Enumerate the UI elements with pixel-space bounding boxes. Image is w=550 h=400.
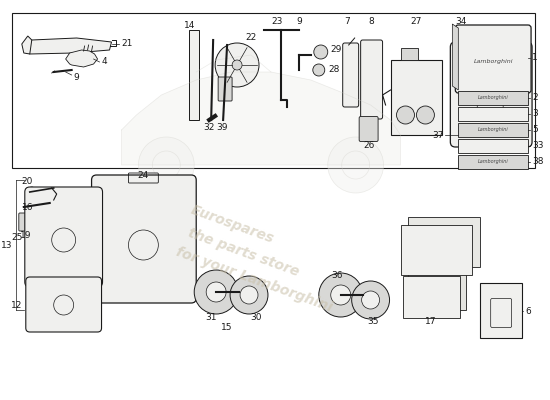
Bar [390, 60, 442, 135]
Text: 34: 34 [455, 18, 467, 26]
Text: 26: 26 [363, 140, 375, 150]
Text: 16: 16 [22, 204, 34, 212]
FancyBboxPatch shape [455, 25, 531, 93]
Text: 13: 13 [1, 240, 13, 250]
Text: 6: 6 [525, 306, 531, 316]
Bar [458, 91, 528, 105]
Bar [458, 139, 528, 153]
Polygon shape [22, 36, 32, 54]
Text: 5: 5 [532, 126, 538, 134]
Text: 14: 14 [184, 20, 195, 30]
FancyBboxPatch shape [480, 283, 522, 338]
Polygon shape [452, 24, 458, 90]
Text: 39: 39 [216, 124, 228, 132]
Bar [400, 48, 419, 60]
Text: 38: 38 [532, 158, 543, 166]
Text: 12: 12 [11, 300, 23, 310]
Circle shape [232, 60, 242, 70]
FancyBboxPatch shape [26, 277, 102, 332]
Text: 37: 37 [432, 130, 443, 140]
Bar [458, 123, 528, 137]
Circle shape [28, 187, 36, 195]
Text: the parts store: the parts store [185, 225, 300, 279]
Text: 22: 22 [245, 34, 256, 42]
Text: 9: 9 [74, 72, 79, 82]
Text: Lamborghini: Lamborghini [474, 60, 513, 64]
Text: Lamborghini: Lamborghini [478, 96, 509, 100]
Circle shape [331, 285, 351, 305]
Text: 20: 20 [22, 178, 33, 186]
Circle shape [362, 291, 380, 309]
Text: 1: 1 [532, 54, 538, 62]
Circle shape [206, 282, 226, 302]
Text: 27: 27 [411, 18, 422, 26]
Circle shape [139, 137, 194, 193]
FancyBboxPatch shape [409, 268, 466, 310]
Circle shape [416, 106, 435, 124]
Text: 7: 7 [344, 18, 350, 26]
FancyBboxPatch shape [403, 276, 460, 318]
Text: 32: 32 [203, 124, 214, 132]
Text: 23: 23 [271, 18, 282, 26]
FancyBboxPatch shape [343, 43, 359, 107]
FancyBboxPatch shape [409, 217, 480, 267]
Text: 21: 21 [122, 40, 133, 48]
FancyBboxPatch shape [25, 187, 102, 287]
Circle shape [313, 64, 324, 76]
Text: Eurospares: Eurospares [189, 202, 276, 246]
Text: 3: 3 [532, 110, 538, 118]
Text: 19: 19 [20, 230, 31, 240]
Circle shape [44, 195, 60, 211]
Circle shape [351, 281, 389, 319]
Text: 17: 17 [425, 318, 436, 326]
Text: Lamborghini: Lamborghini [478, 128, 509, 132]
Circle shape [194, 270, 238, 314]
Text: 2: 2 [532, 94, 538, 102]
Text: 36: 36 [331, 270, 343, 280]
FancyBboxPatch shape [450, 42, 532, 147]
FancyBboxPatch shape [91, 175, 196, 303]
Circle shape [314, 45, 328, 59]
Text: 25: 25 [11, 232, 23, 242]
Text: 24: 24 [138, 170, 149, 180]
Circle shape [215, 43, 259, 87]
FancyBboxPatch shape [361, 40, 383, 119]
Circle shape [397, 106, 415, 124]
Polygon shape [122, 72, 400, 165]
Text: 28: 28 [329, 66, 340, 74]
Circle shape [319, 273, 362, 317]
Bar [458, 155, 528, 169]
Bar [458, 107, 528, 121]
Text: 29: 29 [331, 46, 342, 54]
FancyBboxPatch shape [218, 77, 232, 101]
Bar [12, 13, 535, 168]
Text: 15: 15 [221, 324, 233, 332]
Circle shape [230, 276, 268, 314]
Text: 8: 8 [368, 18, 375, 26]
Text: 4: 4 [102, 58, 107, 66]
Circle shape [328, 137, 383, 193]
Bar [189, 30, 199, 120]
Text: for your Lamborghini: for your Lamborghini [174, 245, 334, 315]
Polygon shape [65, 50, 97, 67]
FancyBboxPatch shape [400, 225, 472, 275]
Text: 33: 33 [532, 142, 543, 150]
Text: 35: 35 [367, 318, 378, 326]
Text: 9: 9 [297, 18, 302, 26]
Text: 30: 30 [250, 314, 262, 322]
Circle shape [240, 286, 258, 304]
Text: 31: 31 [205, 314, 217, 322]
FancyBboxPatch shape [359, 116, 378, 142]
Polygon shape [25, 38, 112, 54]
FancyBboxPatch shape [19, 213, 63, 231]
Text: Lamborghini: Lamborghini [478, 160, 509, 164]
